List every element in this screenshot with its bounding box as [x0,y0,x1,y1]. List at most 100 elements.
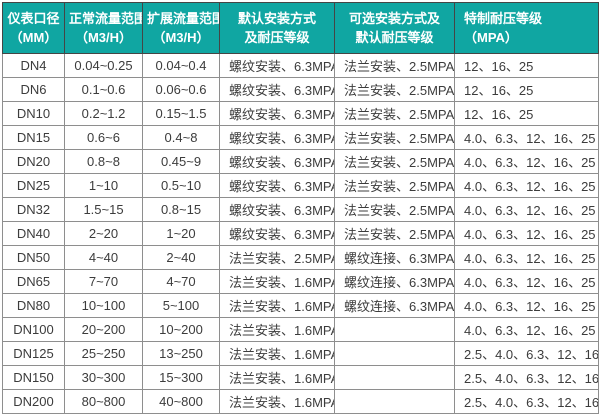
header-row: 仪表口径 （MM） 正常流量范围 （M3/H） 扩展流量范围 （M3/H） 默认… [2,2,599,54]
header-line: 及耐压等级 [244,30,310,45]
table-row: DN200 80~800 40~800 法兰安装、1.6MPA 2.5、4.0、6.3、… [2,389,599,414]
table-cell: 法兰安装、1.6MPA [219,317,335,342]
table-cell: 0.5~10 [142,173,220,198]
table-cell: 4.0、6.3、12、16、25 [454,173,599,198]
table-cell: 螺纹安装、6.3MPA [219,53,335,78]
table-cell: 30~300 [64,365,143,390]
table-cell: 螺纹安装、6.3MPA [219,77,335,102]
table-cell: 螺纹安装、6.3MPA [219,221,335,246]
table-cell: 4.0、6.3、12、16、25 [454,245,599,270]
table-cell: 法兰安装、2.5MPA [334,221,455,246]
header-line: 扩展流量范围 [147,11,220,26]
table-cell: 螺纹连接、6.3MPA [334,293,455,318]
table-row: DN20 0.8~8 0.45~9 螺纹安装、6.3MPA 法兰安装、2.5MPA 4.0… [2,149,599,174]
table-cell: 4.0、6.3、12、16、25 [454,125,599,150]
table-cell: 4~70 [142,269,220,294]
table-cell: 80~800 [64,389,143,414]
table-cell: DN25 [2,173,65,198]
table-cell: 4.0、6.3、12、16、25 [454,317,599,342]
table-cell: 法兰安装、1.6MPA [219,341,335,366]
table-cell: 螺纹安装、6.3MPA [219,197,335,222]
table-cell: 法兰安装、2.5MPA [334,77,455,102]
table-cell: 0.1~0.6 [64,77,143,102]
table-cell: 法兰安装、2.5MPA [334,125,455,150]
table-cell: 0.2~1.2 [64,101,143,126]
table-cell: 2.5、4.0、6.3、12、16 [454,341,599,366]
col-header-optional-installation: 可选安装方式及 默认耐压等级 [334,2,455,54]
table-cell: 12、16、25 [454,101,599,126]
table-cell: 0.15~1.5 [142,101,220,126]
table-cell: 法兰安装、2.5MPA [334,197,455,222]
table-row: DN50 4~40 2~40 法兰安装、2.5MPA 螺纹连接、6.3MPA 4.0、6.… [2,245,599,270]
table-cell [334,317,455,342]
table-cell: 法兰安装、1.6MPA [219,389,335,414]
table-cell: 2.5、4.0、6.3、12、16 [454,389,599,414]
col-header-special-pressure-rating: 特制耐压等级 （MPA） [454,2,599,54]
table-cell: 螺纹安装、6.3MPA [219,125,335,150]
table-cell: DN15 [2,125,65,150]
header-line: （M3/H） [74,30,133,45]
table-cell: 0.8~15 [142,197,220,222]
table-cell: 螺纹连接、6.3MPA [334,245,455,270]
header-line: 仪表口径 [7,11,60,26]
table-row: DN15 0.6~6 0.4~8 螺纹安装、6.3MPA 法兰安装、2.5MPA 4.0、… [2,125,599,150]
table-cell: 7~70 [64,269,143,294]
table-cell: 1~20 [142,221,220,246]
table-cell: 13~250 [142,341,220,366]
table-cell: 0.8~8 [64,149,143,174]
table-cell [334,389,455,414]
table-cell: 螺纹安装、6.3MPA [219,101,335,126]
col-header-default-installation: 默认安装方式 及耐压等级 [219,2,335,54]
table-cell: 4~40 [64,245,143,270]
header-line: 特制耐压等级 [464,11,543,26]
table-cell: 0.06~0.6 [142,77,220,102]
table-cell: 2~40 [142,245,220,270]
table-cell: 12、16、25 [454,77,599,102]
col-header-diameter: 仪表口径 （MM） [2,2,65,54]
table-cell: 法兰安装、2.5MPA [334,149,455,174]
table-cell: 法兰安装、2.5MPA [334,101,455,126]
header-line: 正常流量范围 [69,11,143,26]
table-cell: 4.0、6.3、12、16、25 [454,197,599,222]
table-cell: DN6 [2,77,65,102]
table-cell: 法兰安装、1.6MPA [219,293,335,318]
table-cell: 螺纹安装、6.3MPA [219,173,335,198]
table-cell [334,341,455,366]
table-cell: 螺纹安装、6.3MPA [219,149,335,174]
header-line: 可选安装方式及 [348,11,440,26]
table-row: DN150 30~300 15~300 法兰安装、1.6MPA 2.5、4.0、6.3、… [2,365,599,390]
table-cell: DN50 [2,245,65,270]
table-cell: DN200 [2,389,65,414]
table-cell: 法兰安装、1.6MPA [219,365,335,390]
table-cell: 0.04~0.4 [142,53,220,78]
table-cell: 0.04~0.25 [64,53,143,78]
table-row: DN6 0.1~0.6 0.06~0.6 螺纹安装、6.3MPA 法兰安装、2.5MPA… [2,77,599,102]
table-row: DN40 2~20 1~20 螺纹安装、6.3MPA 法兰安装、2.5MPA 4.0、6.… [2,221,599,246]
table-row: DN10 0.2~1.2 0.15~1.5 螺纹安装、6.3MPA 法兰安装、2.5MP… [2,101,599,126]
table-cell: 40~800 [142,389,220,414]
table-cell: DN65 [2,269,65,294]
table-cell: 0.4~8 [142,125,220,150]
table-cell: DN32 [2,197,65,222]
table-cell: 4.0、6.3、12、16、25 [454,221,599,246]
table-cell: 12、16、25 [454,53,599,78]
table-cell: DN40 [2,221,65,246]
col-header-normal-flow-range: 正常流量范围 （M3/H） [64,2,143,54]
table-cell: 法兰安装、2.5MPA [334,53,455,78]
table-cell: 螺纹连接、6.3MPA [334,269,455,294]
table-row: DN32 1.5~15 0.8~15 螺纹安装、6.3MPA 法兰安装、2.5MPA 4.… [2,197,599,222]
table-cell: DN10 [2,101,65,126]
table-body: DN4 0.04~0.25 0.04~0.4 螺纹安装、6.3MPA 法兰安装、2.5M… [2,53,599,414]
col-header-extended-flow-range: 扩展流量范围 （M3/H） [142,2,220,54]
table-cell: DN150 [2,365,65,390]
header-line: （MM） [9,30,58,45]
table-cell: 法兰安装、2.5MPA [334,173,455,198]
table-cell: 4.0、6.3、12、16、25 [454,149,599,174]
header-line: （M3/H） [152,30,210,45]
flowmeter-spec-table: 仪表口径 （MM） 正常流量范围 （M3/H） 扩展流量范围 （M3/H） 默认… [2,2,599,414]
table-cell: 4.0、6.3、12、16、25 [454,293,599,318]
table-cell: 20~200 [64,317,143,342]
table-row: DN125 25~250 13~250 法兰安装、1.6MPA 2.5、4.0、6.3、… [2,341,599,366]
header-line: 默认安装方式 [237,11,316,26]
header-line: （MPA） [464,30,518,45]
